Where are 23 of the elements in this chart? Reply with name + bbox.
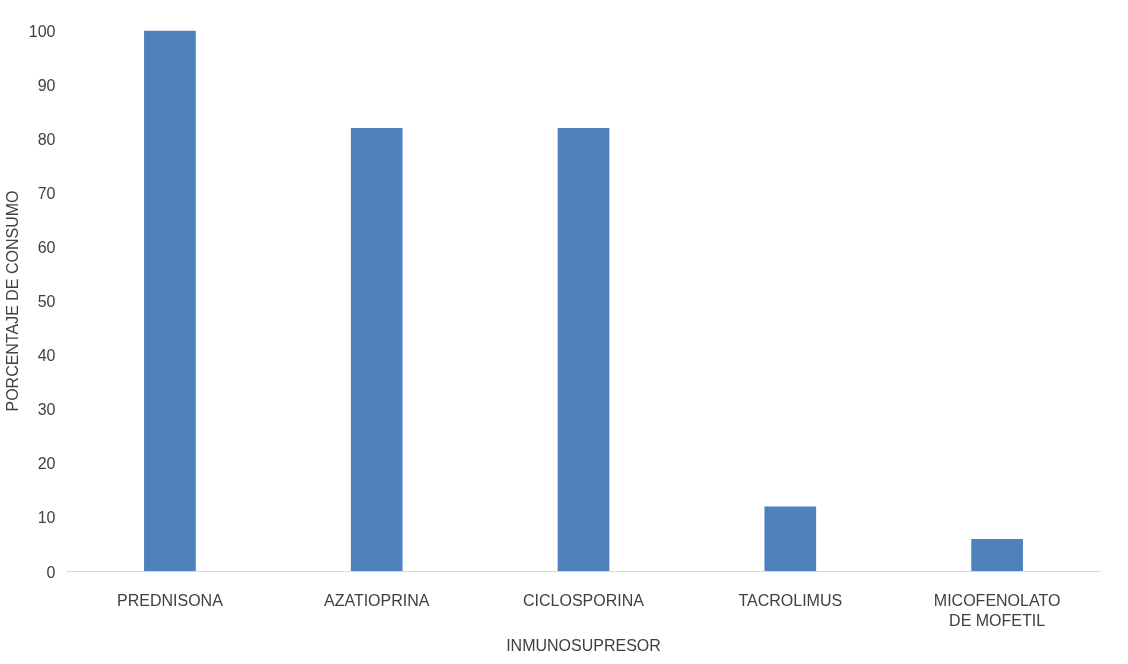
x-tick-label: TACROLIMUS xyxy=(738,591,843,609)
bar xyxy=(557,127,610,572)
x-tick-label: CICLOSPORINA xyxy=(523,591,645,609)
y-tick-label: 60 xyxy=(37,238,56,256)
y-tick-label: 90 xyxy=(37,76,56,94)
x-axis-title: INMUNOSUPRESOR xyxy=(506,636,661,654)
bar xyxy=(764,506,817,572)
x-tick-label: PREDNISONA xyxy=(117,591,224,609)
x-tick-label: AZATIOPRINA xyxy=(323,591,430,609)
y-tick-label: 40 xyxy=(37,347,56,365)
y-tick-label: 10 xyxy=(37,509,56,527)
y-tick-label: 30 xyxy=(37,401,56,419)
y-tick-label: 80 xyxy=(37,130,56,148)
y-tick-label: 50 xyxy=(37,293,56,310)
bar xyxy=(350,127,403,572)
y-tick-label: 100 xyxy=(28,22,56,40)
y-tick-label: 20 xyxy=(37,455,56,473)
y-tick-label: 70 xyxy=(37,184,56,202)
y-axis-title: PORCENTAJE DE CONSUMO xyxy=(3,190,21,412)
bar xyxy=(144,30,196,572)
x-tick-label: MICOFENOLATO DE MOFETIL xyxy=(933,591,1061,629)
y-tick-label: 0 xyxy=(46,563,56,581)
bar xyxy=(971,539,1023,572)
